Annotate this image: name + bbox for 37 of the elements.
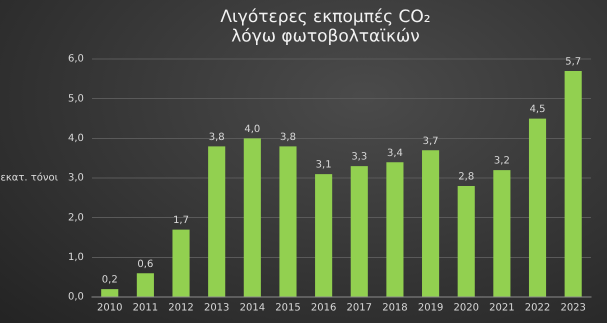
y-tick-label: 0,0 <box>68 292 84 303</box>
x-tick-label: 2010 <box>97 302 122 314</box>
data-label: 3,8 <box>280 132 296 143</box>
data-label: 3,4 <box>386 148 403 159</box>
y-tick-label: 2,0 <box>68 212 84 224</box>
x-tick-label: 2012 <box>168 302 194 314</box>
data-label: 1,7 <box>173 215 189 226</box>
chart-title: Λιγότερες εκπομπές CO₂ λόγω φωτοβολταϊκών <box>220 7 431 47</box>
data-label: 3,7 <box>422 136 439 147</box>
x-tick-label: 2018 <box>382 302 408 314</box>
data-label: 3,2 <box>494 156 510 167</box>
data-label: 0,6 <box>137 258 154 270</box>
y-tick-label: 6,0 <box>68 54 84 65</box>
x-tick-label: 2013 <box>204 302 230 314</box>
x-tick-label: 2022 <box>524 302 550 314</box>
data-label: 3,1 <box>316 160 332 171</box>
x-tick-label: 2015 <box>275 302 301 314</box>
x-tick-label: 2019 <box>418 302 444 314</box>
data-label: 2,8 <box>458 172 474 183</box>
x-tick-label: 2020 <box>454 302 479 314</box>
x-tick-label: 2017 <box>346 302 372 314</box>
x-tick-label: 2011 <box>132 302 158 314</box>
y-tick-label: 5,0 <box>68 93 84 104</box>
data-label: 4,0 <box>244 124 260 135</box>
x-tick-label: 2016 <box>310 302 336 314</box>
y-tick-label: 4,0 <box>68 132 84 144</box>
y-axis-title: εκατ. τόνοι <box>0 172 59 184</box>
x-tick-label: 2021 <box>489 302 515 314</box>
x-tick-label: 2014 <box>240 302 266 314</box>
data-label: 0,2 <box>102 274 118 286</box>
y-tick-label: 1,0 <box>68 252 84 263</box>
x-tick-label: 2023 <box>560 302 586 314</box>
data-label: 3,8 <box>208 132 225 143</box>
data-label: 5,7 <box>565 56 582 68</box>
y-tick-label: 3,0 <box>68 172 84 184</box>
data-label: 4,5 <box>530 104 546 116</box>
data-label: 3,3 <box>351 152 368 163</box>
